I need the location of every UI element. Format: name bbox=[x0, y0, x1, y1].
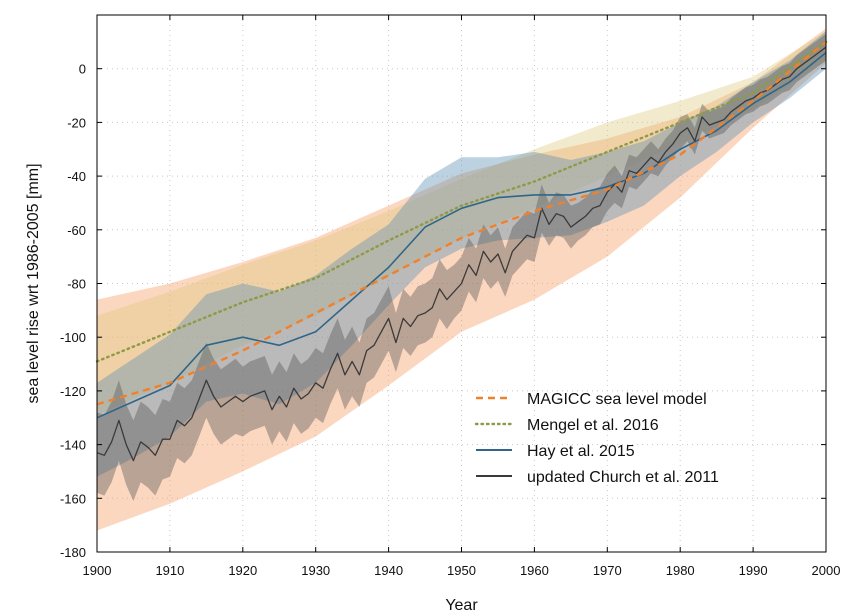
legend-label-1: Mengel et al. 2016 bbox=[527, 417, 659, 434]
line-series-0 bbox=[96, 40, 827, 406]
band-series-0 bbox=[97, 28, 826, 531]
y-tick-label-3: -120 bbox=[60, 384, 86, 399]
series-lines bbox=[95, 40, 828, 462]
x-tick-label-9: 1990 bbox=[739, 563, 768, 578]
band-series-3 bbox=[97, 33, 826, 502]
y-tick-label-8: -20 bbox=[67, 115, 86, 130]
x-tick-label-0: 1900 bbox=[83, 563, 112, 578]
legend-label-3: updated Church et al. 2011 bbox=[527, 469, 719, 486]
y-tick-label-6: -60 bbox=[67, 223, 86, 238]
line-series-3 bbox=[96, 46, 827, 462]
legend-label-2: Hay et al. 2015 bbox=[527, 443, 635, 460]
x-tick-label-10: 2000 bbox=[812, 563, 841, 578]
x-tick-label-4: 1940 bbox=[374, 563, 403, 578]
y-axis-ticks: -180 -160 -140 -120 -100 -80 -60 -40 -20 0 bbox=[60, 62, 826, 560]
x-axis-title: Year bbox=[445, 597, 478, 614]
x-tick-label-5: 1950 bbox=[447, 563, 476, 578]
y-tick-label-1: -160 bbox=[60, 491, 86, 506]
band-series-1 bbox=[97, 31, 826, 416]
x-tick-label-2: 1920 bbox=[228, 563, 257, 578]
legend: MAGICC sea level model Mengel et al. 2016… bbox=[474, 391, 719, 486]
y-tick-label-2: -140 bbox=[60, 438, 86, 453]
x-tick-label-8: 1980 bbox=[666, 563, 695, 578]
line-series-1 bbox=[95, 40, 828, 363]
x-tick-label-6: 1960 bbox=[520, 563, 549, 578]
x-tick-label-7: 1970 bbox=[593, 563, 622, 578]
y-tick-label-4: -100 bbox=[60, 330, 86, 345]
y-tick-label-7: -40 bbox=[67, 169, 86, 184]
legend-label-0: MAGICC sea level model bbox=[527, 391, 707, 408]
x-tick-label-3: 1930 bbox=[301, 563, 330, 578]
y-tick-label-5: -80 bbox=[67, 277, 86, 292]
y-tick-label-0: -180 bbox=[60, 545, 86, 560]
band-series-2 bbox=[97, 31, 826, 477]
y-axis-title: sea level rise wrt 1986-2005 [mm] bbox=[25, 163, 42, 403]
x-axis-ticks: 1900 1910 1920 1930 1940 1950 1960 1970 1980 1990… bbox=[83, 15, 841, 578]
x-tick-label-1: 1910 bbox=[155, 563, 184, 578]
y-tick-label-9: 0 bbox=[79, 62, 86, 77]
uncertainty-bands bbox=[97, 28, 826, 531]
